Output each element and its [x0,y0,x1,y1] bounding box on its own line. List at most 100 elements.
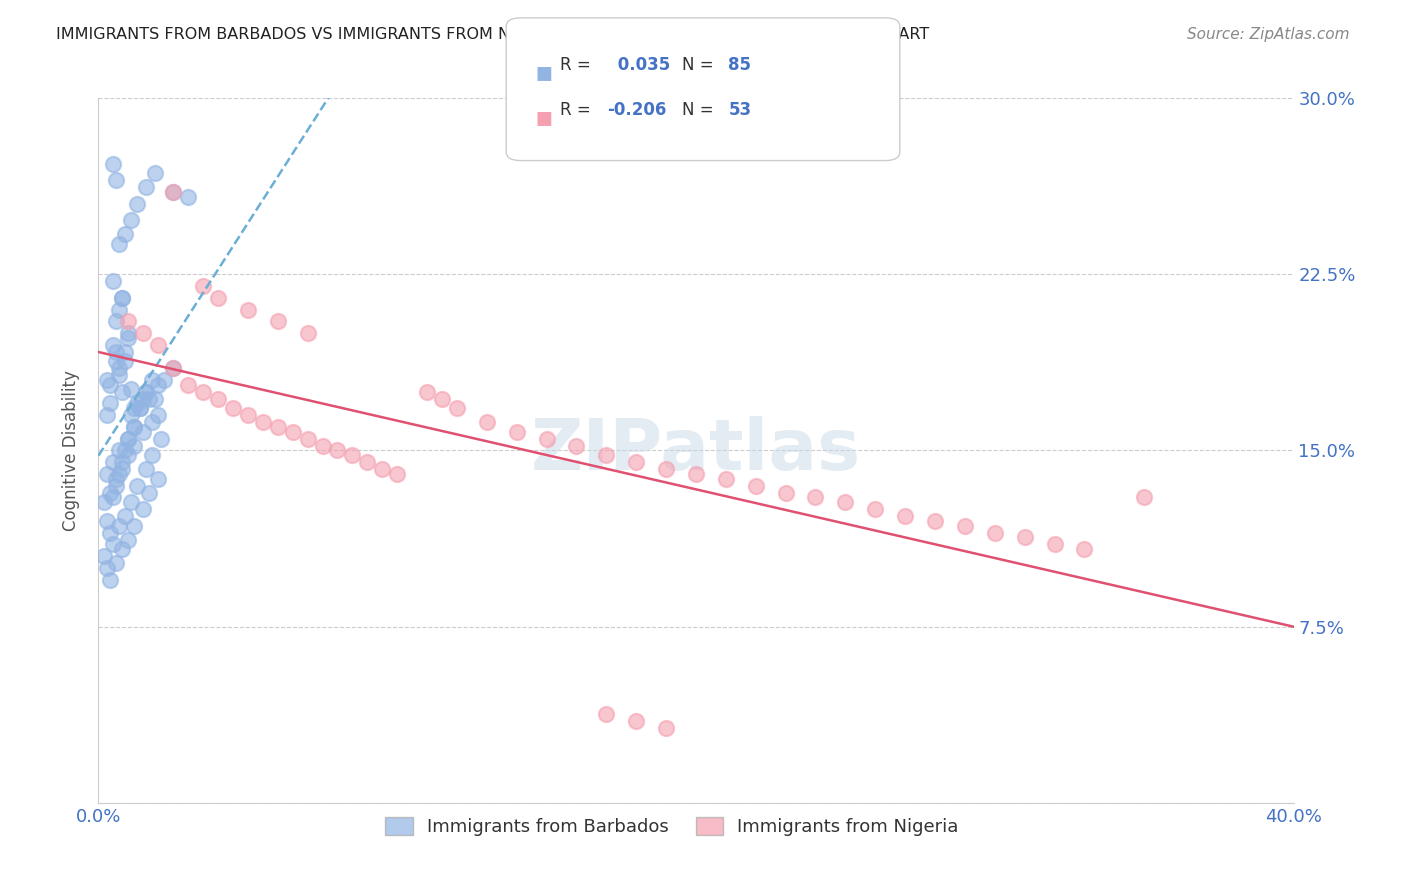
Point [108,443,131,458]
Point [103,537,125,551]
Point [834,495,856,509]
Point [148,408,170,422]
Point [595,448,617,462]
Point [127,478,149,492]
Point [103,491,125,505]
Point [626,714,648,728]
Text: R =: R = [560,101,596,119]
Text: N =: N = [682,56,718,74]
Point [105,478,128,492]
Point [124,420,146,434]
Point [111,384,134,399]
Point [148,472,170,486]
Point [385,467,409,481]
Point [162,185,184,199]
Point [207,291,229,305]
Point [655,462,678,476]
Point [98,573,122,587]
Point [117,331,139,345]
Point [135,180,157,194]
Point [1043,537,1066,551]
Text: 0.035: 0.035 [612,56,669,74]
Point [98,525,122,540]
Point [135,462,157,476]
Point [96,408,118,422]
Point [117,533,139,547]
Point [96,514,118,528]
Point [177,190,200,204]
Point [96,467,118,481]
Point [129,401,152,416]
Point [191,384,214,399]
Point [685,467,707,481]
Point [745,478,768,492]
Point [120,408,142,422]
Point [153,373,176,387]
Point [177,377,200,392]
Point [207,392,229,406]
Point [105,556,128,570]
Point [148,337,170,351]
Point [342,448,364,462]
Point [148,377,170,392]
Point [132,326,155,340]
Point [714,472,737,486]
Point [111,291,134,305]
Point [124,420,146,434]
Point [105,472,128,486]
Point [127,196,149,211]
Point [222,401,245,416]
Point [108,236,131,251]
Point [138,392,160,406]
Text: R =: R = [560,56,596,74]
Point [111,455,134,469]
Point [138,485,160,500]
Point [984,525,1007,540]
Point [143,392,166,406]
Point [191,279,214,293]
Text: ZIPatlas: ZIPatlas [531,416,860,485]
Point [103,274,125,288]
Point [536,432,558,446]
Text: 85: 85 [728,56,751,74]
Point [135,384,157,399]
Point [103,455,125,469]
Point [124,518,146,533]
Point [141,448,163,462]
Point [127,396,149,410]
Text: ▪: ▪ [534,103,553,130]
Point [103,157,125,171]
Point [96,373,118,387]
Point [105,354,128,368]
Point [96,561,118,575]
Point [371,462,394,476]
Point [120,495,142,509]
Point [124,439,146,453]
Point [655,721,678,735]
Point [114,443,136,458]
Point [105,344,128,359]
Point [311,439,333,453]
Point [141,373,163,387]
Point [117,314,139,328]
Point [297,326,319,340]
Point [1073,542,1095,557]
Point [108,467,131,481]
Point [924,514,946,528]
Point [267,314,290,328]
Point [108,368,131,383]
Text: IMMIGRANTS FROM BARBADOS VS IMMIGRANTS FROM NIGERIA COGNITIVE DISABILITY CORRELA: IMMIGRANTS FROM BARBADOS VS IMMIGRANTS F… [56,27,929,42]
Point [105,173,128,187]
Point [98,377,122,392]
Point [111,291,134,305]
Point [132,502,155,516]
Point [236,302,259,317]
Text: ▪: ▪ [534,58,553,86]
Point [356,455,378,469]
Point [267,420,290,434]
Point [865,502,887,516]
Point [475,415,498,429]
Point [98,485,122,500]
Point [430,392,453,406]
Point [93,495,115,509]
